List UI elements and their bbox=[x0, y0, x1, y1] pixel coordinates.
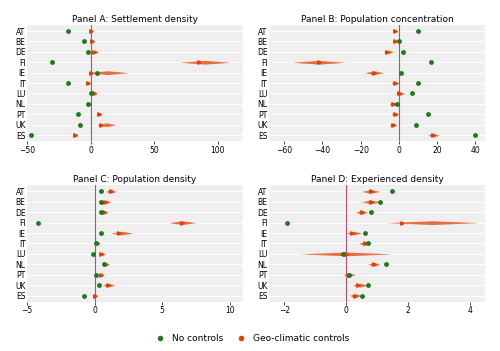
Title: Panel D: Experienced density: Panel D: Experienced density bbox=[310, 176, 444, 184]
Legend: No controls, Geo-climatic controls: No controls, Geo-climatic controls bbox=[148, 330, 352, 346]
Title: Panel C: Population density: Panel C: Population density bbox=[74, 176, 196, 184]
Title: Panel B: Population concentration: Panel B: Population concentration bbox=[300, 15, 454, 24]
Title: Panel A: Settlement density: Panel A: Settlement density bbox=[72, 15, 198, 24]
